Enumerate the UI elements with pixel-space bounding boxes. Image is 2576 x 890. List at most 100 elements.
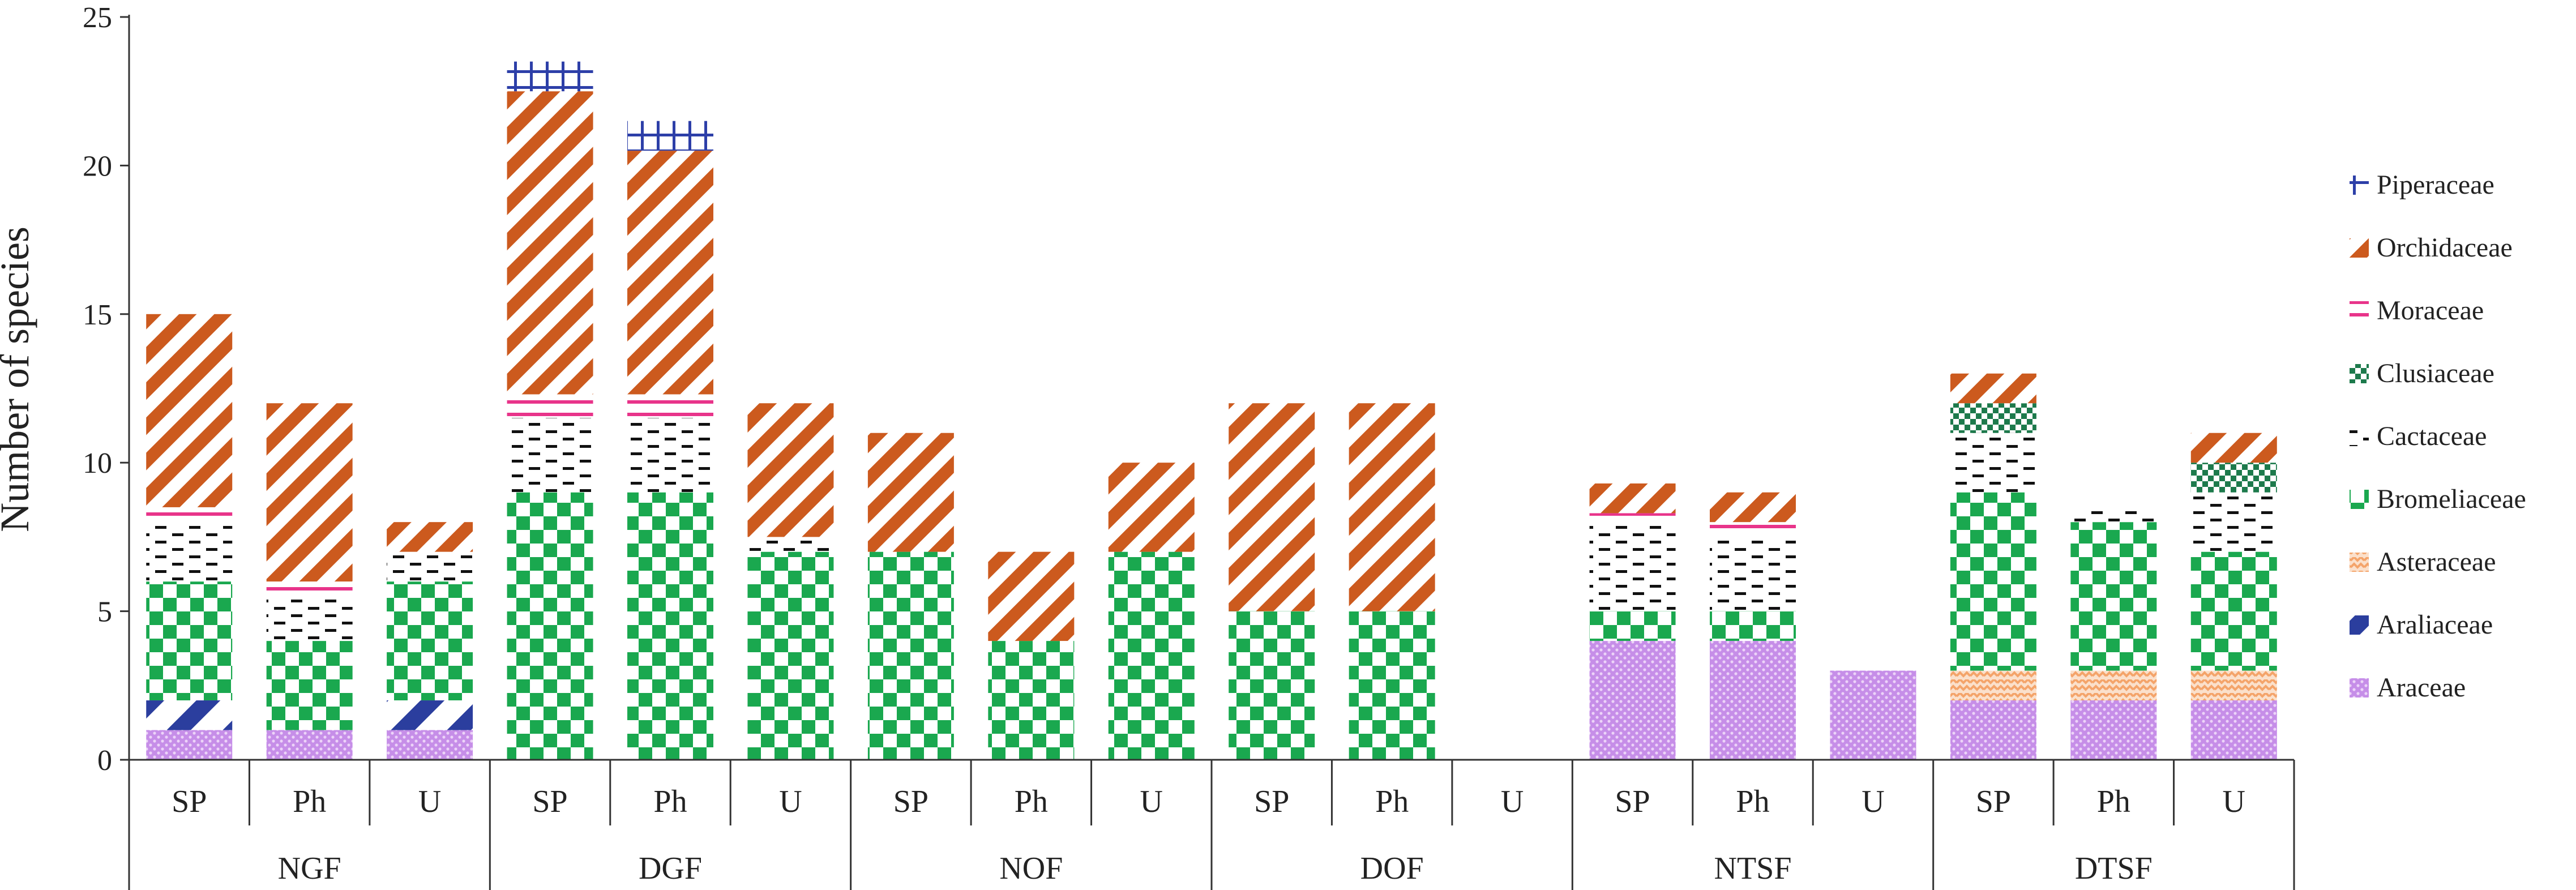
bar-segment-bromeliaceae	[988, 641, 1075, 760]
x-tick-label: Ph	[1015, 784, 1048, 819]
legend-label: Piperaceae	[2377, 170, 2494, 200]
bar-segment-bromeliaceae	[1229, 611, 1315, 760]
bar-segment-cactaceae	[627, 418, 713, 493]
bar-segment-moraceae	[507, 394, 593, 418]
bar-segment-araceae	[2190, 700, 2277, 760]
bar-segment-orchidaceae	[387, 522, 473, 552]
bar-segment-bromeliaceae	[627, 492, 713, 760]
bar-segment-bromeliaceae	[2070, 522, 2157, 671]
x-tick-label: U	[1862, 784, 1884, 819]
x-tick-label: Ph	[2097, 784, 2130, 819]
y-axis: 0 5 10 15 20 25	[83, 2, 130, 777]
x-tick-label: SP	[532, 784, 567, 819]
bar-segment-araceae	[2070, 700, 2157, 760]
bar-segment-bromeliaceae	[387, 581, 473, 701]
bar-segment-moraceae	[1710, 522, 1796, 537]
bar-segment-moraceae	[1589, 513, 1676, 523]
x-tick-label: U	[1140, 784, 1163, 819]
bar-segment-orchidaceae	[1710, 492, 1796, 523]
x-tick-label: Ph	[1375, 784, 1409, 819]
y-tick-label: 5	[97, 596, 112, 628]
bar-segment-moraceae	[146, 507, 233, 523]
x-tick-label: U	[1501, 784, 1524, 819]
y-tick-label: 25	[83, 2, 112, 34]
bar-segment-bromeliaceae	[1589, 611, 1676, 641]
bar-segment-cactaceae	[387, 551, 473, 582]
bar-segment-orchidaceae	[627, 151, 713, 395]
bar-segment-bromeliaceae	[747, 551, 834, 760]
y-axis-label: Number of species	[0, 226, 37, 532]
bar-segment-asteraceae	[2190, 670, 2277, 701]
legend-swatch-araliaceae	[2350, 615, 2369, 635]
bar-segment-bromeliaceae	[1710, 611, 1796, 641]
bar-segment-orchidaceae	[507, 91, 593, 395]
legend-swatch-cactaceae	[2350, 427, 2369, 446]
bar-segment-bromeliaceae	[507, 492, 593, 760]
bar-segment-cactaceae	[1710, 537, 1796, 611]
bar-segment-piperaceae	[627, 121, 713, 151]
bar-segment-araceae	[146, 730, 233, 760]
legend-swatch-bromeliaceae	[2350, 490, 2369, 509]
bar-segment-orchidaceae	[867, 433, 954, 552]
bar-segment-orchidaceae	[266, 403, 353, 582]
bar-segment-cactaceae	[266, 596, 353, 641]
legend-swatch-asteraceae	[2350, 553, 2369, 572]
x-tick-label: SP	[1254, 784, 1289, 819]
bar-segment-cactaceae	[1950, 433, 2036, 493]
x-tick-label: Ph	[653, 784, 687, 819]
bar-segment-moraceae	[266, 581, 353, 597]
bar-segment-bromeliaceae	[867, 551, 954, 760]
legend-swatch-clusiaceae	[2350, 364, 2369, 383]
bar-segment-asteraceae	[1950, 670, 2036, 701]
bar-segment-asteraceae	[2070, 670, 2157, 701]
bar-segment-clusiaceae	[2190, 463, 2277, 493]
bar-segment-orchidaceae	[1950, 373, 2036, 404]
y-tick-label: 0	[97, 744, 112, 777]
legend-label: Moraceae	[2377, 296, 2484, 326]
bar-segment-araceae	[1589, 641, 1676, 760]
bar-segment-orchidaceae	[2190, 433, 2277, 463]
legend-swatch-orchidaceae	[2350, 238, 2369, 258]
group-label: DGF	[639, 851, 702, 886]
x-tick-label: U	[779, 784, 802, 819]
bar-segment-orchidaceae	[1589, 483, 1676, 514]
legend-swatch-moraceae	[2350, 301, 2369, 320]
bar-segment-cactaceae	[2190, 492, 2277, 552]
bars	[146, 61, 2277, 760]
bar-segment-cactaceae	[747, 537, 834, 552]
x-tick-label: SP	[172, 784, 207, 819]
bar-segment-araceae	[1950, 700, 2036, 760]
x-tick-label: Ph	[1736, 784, 1769, 819]
legend-swatch-araceae	[2350, 678, 2369, 698]
x-tick-label: U	[418, 784, 441, 819]
bar-segment-orchidaceae	[747, 403, 834, 537]
x-tick-label: SP	[893, 784, 928, 819]
bar-segment-cactaceae	[2070, 507, 2157, 523]
bar-segment-cactaceae	[507, 418, 593, 493]
bar-segment-orchidaceae	[1349, 403, 1435, 611]
y-tick-label: 10	[83, 447, 112, 480]
x-tick-label: SP	[1976, 784, 2011, 819]
bar-segment-bromeliaceae	[1950, 492, 2036, 671]
bar-segment-moraceae	[627, 394, 713, 418]
bar-segment-bromeliaceae	[1349, 611, 1435, 760]
group-label: NTSF	[1714, 851, 1792, 886]
legend-label: Orchidaceae	[2377, 233, 2513, 263]
legend-label: Araceae	[2377, 673, 2466, 703]
bar-segment-orchidaceae	[988, 551, 1075, 641]
x-tick-label: Ph	[293, 784, 326, 819]
bar-segment-araliaceae	[387, 700, 473, 730]
bar-segment-bromeliaceae	[2190, 551, 2277, 671]
bar-segment-bromeliaceae	[146, 581, 233, 701]
x-tick-label: SP	[1615, 784, 1650, 819]
legend: Piperaceae Orchidaceae Moraceae Clusiaceae C…	[2350, 170, 2526, 703]
group-label: NGF	[278, 851, 341, 886]
bar-segment-orchidaceae	[146, 314, 233, 507]
x-axis: SP Ph U SP Ph U SP Ph U SP Ph U SP Ph U SP Ph U NGF DGF NOF D…	[128, 759, 2295, 890]
bar-segment-araliaceae	[146, 700, 233, 730]
bar-segment-clusiaceae	[1950, 403, 2036, 433]
bar-segment-orchidaceae	[1229, 403, 1315, 611]
bar-segment-araceae	[1830, 670, 1916, 760]
legend-label: Bromeliaceae	[2377, 484, 2526, 514]
